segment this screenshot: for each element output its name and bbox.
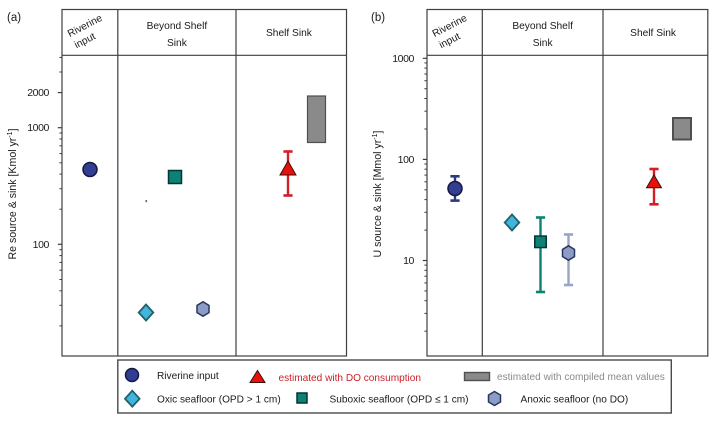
svg-text:Suboxic seafloor (OPD ≤ 1 cm): Suboxic seafloor (OPD ≤ 1 cm) (330, 395, 469, 406)
svg-text:100: 100 (398, 154, 415, 166)
svg-text:Re source & sink [Kmol yr-1]: Re source & sink [Kmol yr-1] (7, 128, 19, 259)
svg-text:estimated with compiled mean v: estimated with compiled mean values (497, 372, 665, 383)
svg-text:2000: 2000 (27, 87, 49, 99)
svg-text:(a): (a) (7, 12, 21, 24)
svg-text:100: 100 (33, 239, 50, 251)
svg-text:Beyond Shelf: Beyond Shelf (147, 21, 208, 32)
svg-text:Shelf Sink: Shelf Sink (630, 28, 677, 39)
svg-text:Oxic seafloor (OPD > 1 cm): Oxic seafloor (OPD > 1 cm) (157, 395, 281, 406)
svg-text:Anoxic seafloor (no DO): Anoxic seafloor (no DO) (521, 395, 629, 406)
svg-text:estimated with DO consumption: estimated with DO consumption (279, 373, 422, 384)
svg-text:(b): (b) (371, 12, 385, 24)
svg-text:Sink: Sink (533, 38, 554, 49)
svg-text:U source & sink [Mmol yr-1]: U source & sink [Mmol yr-1] (372, 130, 384, 257)
svg-text:Beyond Shelf: Beyond Shelf (512, 21, 573, 32)
svg-text:Riverine input: Riverine input (157, 371, 219, 382)
svg-text:1000: 1000 (392, 53, 414, 65)
svg-text:10: 10 (403, 255, 414, 267)
svg-text:1000: 1000 (27, 122, 49, 134)
svg-text:Shelf Sink: Shelf Sink (266, 28, 313, 39)
svg-text:Sink: Sink (167, 38, 188, 49)
